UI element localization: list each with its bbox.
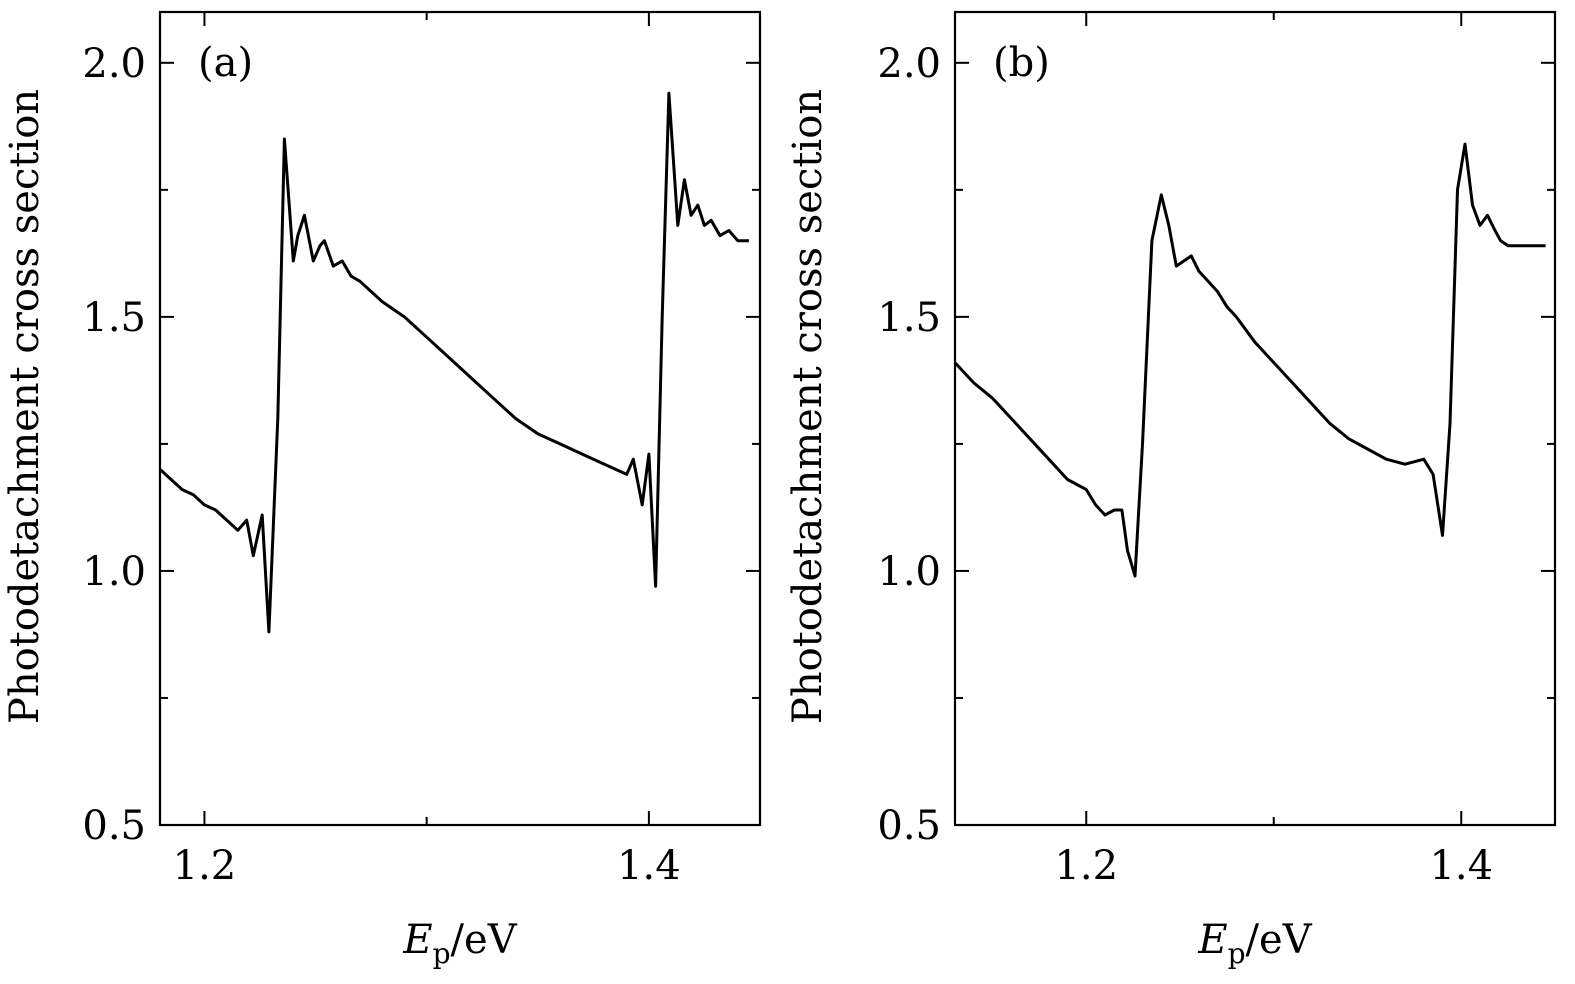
panel-a-y-tick-label: 1.5 xyxy=(82,295,146,341)
panel-b-x-axis-title: Ep/eV xyxy=(1197,917,1312,970)
panel-b-x-axis-title-unit: /eV xyxy=(1246,917,1313,963)
panel-a-x-axis-title-unit: /eV xyxy=(451,917,518,963)
panel-b-x-axis-title-symbol: E xyxy=(1197,917,1227,963)
panel-a-y-tick-label: 0.5 xyxy=(82,803,146,849)
panel-a: 0.5 1.0 1.5 2.0 1.2 1.4 (a) Photodetachment cro… xyxy=(2,10,762,970)
panel-a-series-line xyxy=(158,91,749,634)
panel-b-y-tick-label: 1.5 xyxy=(877,295,941,341)
panel-b-axes-frame xyxy=(953,10,1557,827)
panel-a-x-axis-title-symbol: E xyxy=(402,917,432,963)
panel-b-y-tick-label: 1.0 xyxy=(877,549,941,595)
panel-b-x-tick-label: 1.2 xyxy=(1054,843,1118,889)
panel-a-x-tick-label: 1.4 xyxy=(617,843,681,889)
panel-b-y-axis-title: Photodetachment cross section xyxy=(785,89,831,724)
panel-a-x-tick-label: 1.2 xyxy=(173,843,237,889)
panel-b-series-line xyxy=(953,142,1546,578)
panel-a-y-tick-label: 1.0 xyxy=(82,549,146,595)
panel-b-y-tick-label: 2.0 xyxy=(877,41,941,87)
panel-a-y-axis-title: Photodetachment cross section xyxy=(2,89,48,724)
panel-a-label: (a) xyxy=(198,40,253,86)
panel-a-x-axis-title-subscript: p xyxy=(433,937,451,970)
panel-b-label: (b) xyxy=(993,40,1050,86)
panel-b-y-tick-label: 0.5 xyxy=(877,803,941,849)
panel-b: 0.5 1.0 1.5 2.0 1.2 1.4 (b) Photodetachment cro… xyxy=(785,10,1557,970)
panel-a-axes-frame xyxy=(158,10,762,827)
panel-a-y-tick-label: 2.0 xyxy=(82,41,146,87)
panel-a-x-axis-title: Ep/eV xyxy=(402,917,517,970)
panel-b-x-axis-title-subscript: p xyxy=(1228,937,1246,970)
panel-b-x-tick-label: 1.4 xyxy=(1429,843,1493,889)
